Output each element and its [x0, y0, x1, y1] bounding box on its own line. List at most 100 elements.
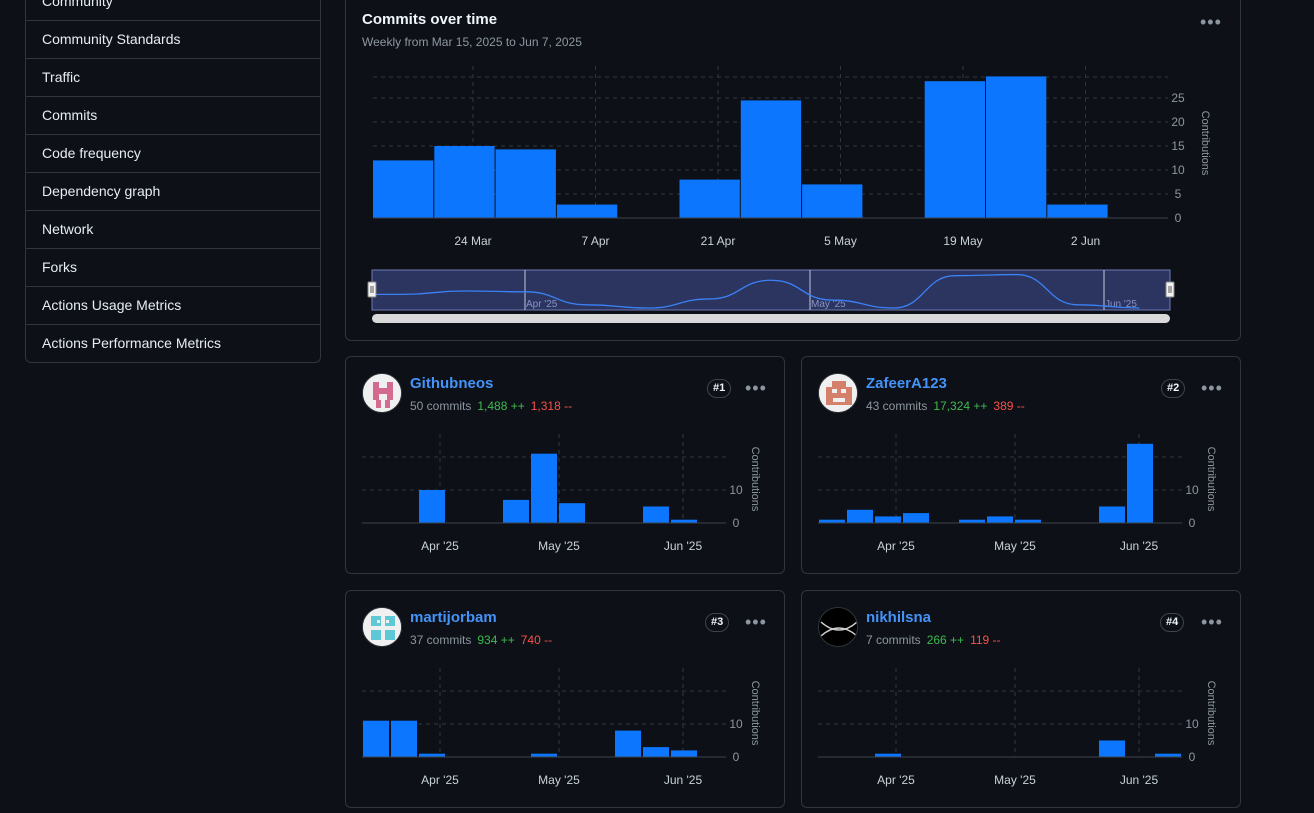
y-axis-label: Contributions — [749, 447, 761, 512]
kebab-horizontal-icon[interactable]: ••• — [1201, 378, 1223, 398]
bar — [847, 509, 873, 523]
sidebar-item-actions-performance-metrics[interactable]: Actions Performance Metrics — [26, 324, 320, 362]
bar — [531, 453, 557, 523]
bar — [875, 753, 901, 757]
sidebar-item-network[interactable]: Network — [26, 210, 320, 248]
contributor-chart-svg: Apr '25 May '25 Jun '25 0 10 Contributions — [362, 434, 761, 553]
contributor-name[interactable]: martijorbam — [410, 609, 497, 626]
bar — [819, 519, 845, 523]
x-tick-label: 2 Jun — [1071, 234, 1100, 248]
commit-count[interactable]: 7 commits — [866, 633, 921, 647]
kebab-horizontal-icon[interactable]: ••• — [1201, 612, 1223, 632]
bar — [1099, 740, 1125, 757]
x-tick-label: May '25 — [538, 539, 580, 553]
navigator-handle — [1165, 281, 1175, 298]
bar — [802, 184, 863, 218]
sidebar-item-community-standards[interactable]: Community Standards — [26, 20, 320, 58]
x-tick-label: Jun '25 — [1120, 773, 1159, 787]
y-axis-label: Contributions — [1205, 447, 1217, 512]
bar — [740, 100, 802, 218]
sidebar-item-actions-usage-metrics[interactable]: Actions Usage Metrics — [26, 286, 320, 324]
deletions-count: 119 -- — [970, 633, 1001, 647]
navigator-label: May '25 — [811, 299, 846, 310]
avatar[interactable] — [818, 373, 858, 413]
sidebar-item-traffic[interactable]: Traffic — [26, 58, 320, 96]
bar — [503, 499, 529, 523]
contributor-stats: 37 commits 934 ++ 740 -- — [410, 633, 552, 647]
x-tick-label: Apr '25 — [421, 539, 459, 553]
bar — [903, 513, 929, 523]
y-tick-label: 10 — [1185, 483, 1199, 497]
sidebar-item-commits[interactable]: Commits — [26, 96, 320, 134]
bar — [986, 76, 1047, 219]
y-tick-label: 0 — [1175, 211, 1182, 225]
bar — [671, 519, 697, 523]
commit-count[interactable]: 50 commits — [410, 399, 472, 413]
avatar[interactable] — [818, 607, 858, 647]
bar — [419, 753, 445, 757]
x-tick-label: May '25 — [538, 773, 580, 787]
contributor-chart-svg: Apr '25 May '25 Jun '25 0 10 Contributions — [818, 434, 1217, 553]
bar — [679, 179, 740, 218]
y-axis-label: Contributions — [1205, 681, 1217, 746]
bar — [959, 519, 985, 523]
contributor-name[interactable]: nikhilsna — [866, 609, 932, 626]
y-axis-label: Contributions — [749, 681, 761, 746]
kebab-horizontal-icon[interactable]: ••• — [1200, 12, 1222, 32]
additions-count: 1,488 ++ — [477, 399, 525, 413]
bar — [1015, 519, 1041, 523]
bar — [924, 81, 985, 218]
main-chart-svg: 0 5 10 15 20 25 24 Mar 7 Apr 21 Apr 5 May 19 May 2 … — [367, 66, 1211, 323]
contributor-card-4: nikhilsna 7 commits 266 ++ 119 -- #4 ••• A… — [801, 590, 1241, 808]
sidebar-item-community[interactable]: Community — [42, 0, 113, 9]
sidebar-item-dependency-graph[interactable]: Dependency graph — [26, 172, 320, 210]
y-tick-label: 0 — [1189, 516, 1196, 530]
contributor-card-1: Githubneos 50 commits 1,488 ++ 1,318 -- #1… — [345, 356, 785, 574]
bar — [391, 720, 417, 757]
y-tick-label: 10 — [729, 717, 743, 731]
navigator-series-line — [372, 273, 1140, 309]
sidebar-item-code-frequency[interactable]: Code frequency — [26, 134, 320, 172]
avatar[interactable] — [362, 607, 402, 647]
commits-over-time-card: Commits over time Weekly from Mar 15, 20… — [345, 0, 1241, 341]
deletions-count: 389 -- — [993, 399, 1025, 413]
contributor-stats: 50 commits 1,488 ++ 1,318 -- — [410, 399, 572, 413]
y-tick-label: 10 — [1171, 163, 1185, 177]
contributor-card-3: martijorbam 37 commits 934 ++ 740 -- #3 ••… — [345, 590, 785, 808]
x-tick-label: Apr '25 — [421, 773, 459, 787]
sidebar-item-forks[interactable]: Forks — [26, 248, 320, 286]
commit-count[interactable]: 37 commits — [410, 633, 472, 647]
bar — [643, 506, 669, 523]
bar — [875, 516, 901, 523]
avatar[interactable] — [362, 373, 402, 413]
rank-badge: #1 — [707, 379, 732, 398]
bar — [559, 503, 585, 523]
navigator-label: Jun '25 — [1105, 299, 1137, 310]
x-tick-label: Jun '25 — [664, 539, 703, 553]
x-tick-label: Apr '25 — [877, 539, 915, 553]
additions-count: 266 ++ — [926, 633, 965, 647]
bar — [434, 146, 495, 218]
rank-badge: #3 — [705, 613, 730, 632]
y-tick-label: 0 — [733, 516, 740, 530]
bar — [556, 204, 618, 218]
contributor-name[interactable]: Githubneos — [410, 375, 494, 392]
contributor-name[interactable]: ZafeerA123 — [866, 375, 947, 392]
bar — [1099, 506, 1125, 523]
commit-count[interactable]: 43 commits — [866, 399, 928, 413]
y-tick-label: 5 — [1175, 187, 1182, 201]
y-tick-label: 10 — [1185, 717, 1199, 731]
bar — [987, 516, 1013, 523]
kebab-horizontal-icon[interactable]: ••• — [745, 612, 767, 632]
y-tick-label: 10 — [729, 483, 743, 497]
contributor-chart-svg: Apr '25 May '25 Jun '25 0 10 Contributions — [818, 668, 1217, 787]
kebab-horizontal-icon[interactable]: ••• — [745, 378, 767, 398]
deletions-count: 740 -- — [520, 633, 553, 647]
bar — [373, 160, 434, 218]
bar — [615, 730, 641, 757]
additions-count: 934 ++ — [477, 633, 515, 647]
bar — [419, 490, 445, 523]
insights-sidebar: Community Community Standards Traffic Co… — [25, 0, 321, 363]
x-tick-label: 24 Mar — [454, 234, 491, 248]
bar — [495, 149, 556, 218]
